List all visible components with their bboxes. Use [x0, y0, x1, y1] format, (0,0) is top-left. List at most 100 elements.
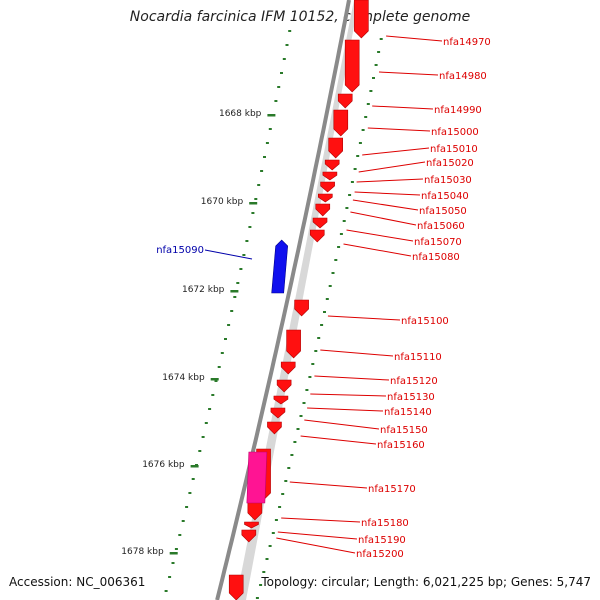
gene-label: nfa15160 [377, 440, 425, 451]
gene-arrow [228, 574, 244, 600]
gene-arrow [315, 203, 331, 217]
minor-tick [208, 408, 212, 410]
outer-tick [339, 233, 343, 235]
gene-label: nfa15150 [380, 425, 428, 436]
outer-tick [358, 142, 362, 144]
outer-tick [284, 480, 288, 482]
minor-tick [201, 436, 205, 438]
minor-tick [282, 58, 286, 60]
outer-tick [308, 376, 312, 378]
gene-label: nfa15080 [412, 252, 460, 263]
minor-tick [185, 506, 189, 508]
minor-tick [164, 590, 168, 592]
gene-leader-line [346, 229, 414, 242]
minor-tick [214, 380, 218, 382]
gene-leader-line [343, 243, 412, 257]
gene-leader-line [281, 517, 361, 523]
minor-tick [265, 142, 269, 144]
outer-tick [366, 103, 370, 105]
major-tick [210, 378, 219, 381]
outer-tick [361, 129, 365, 131]
gene-arrow [333, 109, 349, 137]
minor-tick [239, 268, 243, 270]
outer-tick [268, 545, 272, 547]
tick-label: 1672 kbp [182, 285, 225, 295]
gene-leader-line [352, 199, 419, 211]
minor-tick [168, 576, 172, 578]
outer-tick [364, 116, 368, 118]
gene-leader-line [314, 375, 390, 381]
gene-label: nfa15020 [426, 158, 474, 169]
gene-leader-line [356, 178, 424, 183]
outer-tick [278, 506, 282, 508]
minor-tick [171, 562, 175, 564]
gene-arrow [309, 229, 325, 243]
gene-label: nfa15090 [156, 245, 204, 256]
minor-tick [191, 478, 195, 480]
gene-label: nfa14980 [439, 71, 487, 82]
gene-label: nfa15140 [384, 407, 432, 418]
gene-arrow [344, 39, 360, 93]
minor-tick [217, 366, 221, 368]
major-tick [169, 552, 178, 555]
gene-label: nfa15200 [356, 549, 404, 560]
tick-label: 1668 kbp [219, 109, 262, 119]
outer-tick [356, 155, 360, 157]
minor-tick [220, 352, 224, 354]
minor-tick [248, 226, 252, 228]
gene-label: nfa15010 [430, 144, 478, 155]
gene-leader-line [327, 315, 401, 321]
gene-label: nfa15050 [419, 206, 467, 217]
minor-tick [227, 324, 231, 326]
minor-tick [233, 296, 237, 298]
gene-arrow [241, 529, 257, 543]
gene-leader-line [300, 435, 377, 445]
outer-tick [262, 571, 266, 573]
outer-tick [314, 350, 318, 352]
minor-tick [288, 30, 292, 32]
gene-arrow [318, 193, 333, 203]
gene-label: nfa15100 [401, 316, 449, 327]
gene-label: nfa15180 [361, 518, 409, 529]
gene-arrow [273, 395, 289, 405]
minor-tick [285, 44, 289, 46]
gene-leader-line [367, 127, 431, 132]
outer-tick [353, 168, 357, 170]
minor-tick [188, 492, 192, 494]
gene-leader-line [204, 249, 253, 260]
gene-arrow [354, 0, 369, 39]
minor-tick [174, 548, 178, 550]
gene-label: nfa15170 [368, 484, 416, 495]
gene-label: nfa14970 [443, 37, 491, 48]
outer-tick [377, 51, 381, 53]
gene-arrow [328, 137, 343, 159]
minor-tick [254, 198, 258, 200]
minor-tick [178, 534, 182, 536]
gene-arrow [270, 407, 286, 419]
minor-tick [245, 240, 249, 242]
minor-tick [263, 156, 266, 158]
genome-summary: Topology: circular; Length: 6,021,225 bp… [261, 575, 591, 589]
outer-tick [290, 454, 294, 456]
outer-tick [320, 324, 324, 326]
outer-tick [345, 207, 349, 209]
outer-tick [265, 558, 269, 560]
gene-leader-line [350, 211, 417, 226]
minor-tick [198, 450, 202, 452]
minor-tick [257, 184, 261, 186]
gene-label: nfa14990 [434, 105, 482, 116]
outer-tick [311, 363, 315, 365]
major-tick [230, 290, 239, 293]
minor-tick [230, 310, 234, 312]
genome-backbone [215, 0, 351, 600]
gene-arrow [324, 159, 340, 171]
outer-tick [296, 428, 300, 430]
outer-tick [302, 402, 306, 404]
outer-tick [374, 64, 378, 66]
genome-title: Nocardia farcinica IFM 10152, complete g… [129, 9, 471, 25]
outer-tick [369, 90, 373, 92]
gene-arrow [320, 181, 335, 193]
gene-leader-line [276, 537, 356, 554]
minor-tick [274, 100, 278, 102]
outer-tick [317, 337, 321, 339]
